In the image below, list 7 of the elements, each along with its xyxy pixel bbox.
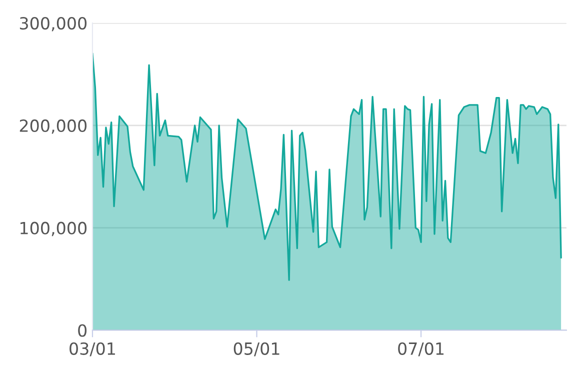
x-tick-label: 05/01 <box>234 342 280 356</box>
x-tick-label: 03/01 <box>70 342 115 356</box>
y-tick-label: 300,000 <box>20 17 87 32</box>
x-tick-label: 07/01 <box>398 342 444 356</box>
y-tick-label: 0 <box>78 324 87 337</box>
y-tick-label: 100,000 <box>20 222 87 236</box>
y-tick-label: 200,000 <box>20 119 87 134</box>
